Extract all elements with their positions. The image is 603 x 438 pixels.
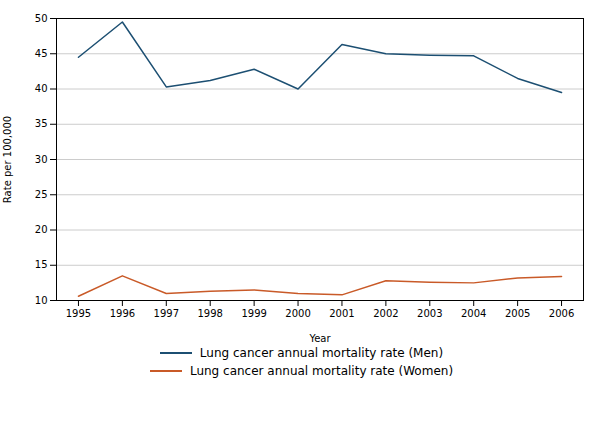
svg-text:2004: 2004	[461, 308, 486, 319]
svg-text:20: 20	[35, 224, 48, 235]
svg-text:Year: Year	[308, 333, 331, 344]
svg-text:Rate per 100,000: Rate per 100,000	[2, 116, 13, 203]
svg-text:2001: 2001	[329, 308, 354, 319]
svg-text:10: 10	[35, 295, 48, 306]
svg-text:50: 50	[35, 13, 48, 24]
svg-text:2002: 2002	[373, 308, 398, 319]
svg-text:2000: 2000	[285, 308, 310, 319]
svg-text:25: 25	[35, 189, 48, 200]
svg-text:1997: 1997	[154, 308, 179, 319]
html-text:Lung cancer annual mortality r: Lung cancer annual mortality rate (Men)	[199, 346, 444, 360]
svg-text:30: 30	[35, 154, 48, 165]
svg-text:35: 35	[35, 118, 48, 129]
svg-text:15: 15	[35, 259, 48, 270]
svg-text:40: 40	[35, 83, 48, 94]
svg-text:45: 45	[35, 48, 48, 59]
svg-text:2006: 2006	[549, 308, 574, 319]
svg-text:1999: 1999	[241, 308, 266, 319]
svg-text:1998: 1998	[197, 308, 222, 319]
svg-text:1996: 1996	[110, 308, 135, 319]
svg-text:2003: 2003	[417, 308, 442, 319]
html-text:Lung cancer annual mortality r: Lung cancer annual mortality rate (Women…	[189, 364, 454, 378]
svg-text:1995: 1995	[66, 308, 91, 319]
svg-text:2005: 2005	[505, 308, 530, 319]
